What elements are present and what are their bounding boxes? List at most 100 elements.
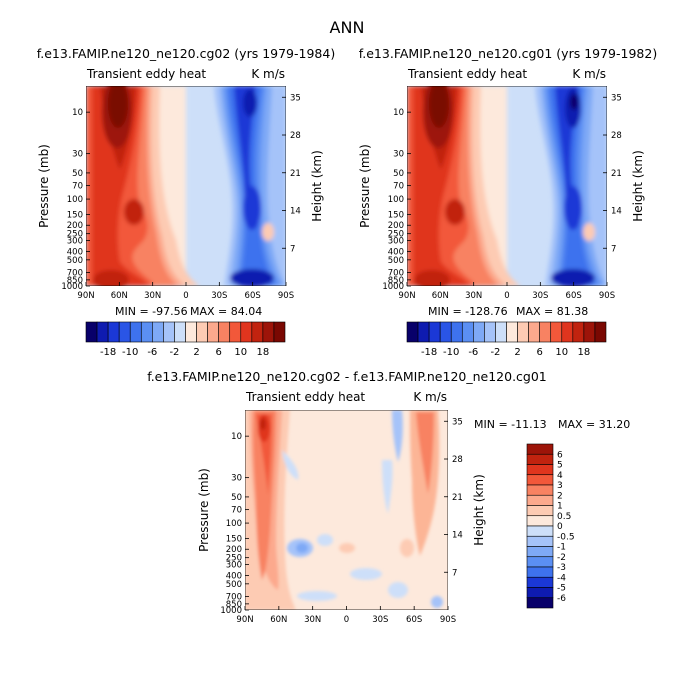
y-tick-label: 250 bbox=[388, 230, 404, 240]
y-tick-label: 100 bbox=[388, 195, 404, 205]
x-tick-label: 0 bbox=[504, 291, 509, 301]
panel-title: f.e13.FAMIP.ne120_ne120.cg01 (yrs 1979-1… bbox=[359, 46, 657, 61]
y-tick-label: 400 bbox=[226, 571, 242, 581]
colorbar-box bbox=[526, 587, 554, 599]
colorbar-box bbox=[572, 321, 585, 343]
max-value: MAX = 81.38 bbox=[516, 305, 588, 318]
panel-title: f.e13.FAMIP.ne120_ne120.cg02 - f.e13.FAM… bbox=[147, 369, 547, 384]
colorbar-label: 1 bbox=[557, 502, 563, 512]
colorbar-label: 3 bbox=[557, 481, 563, 491]
y-tick-label: 50 bbox=[393, 169, 404, 179]
x-tick-label: 60N bbox=[270, 615, 287, 625]
y-tick-label: 30 bbox=[231, 474, 242, 484]
panel-title: f.e13.FAMIP.ne120_ne120.cg02 (yrs 1979-1… bbox=[37, 46, 335, 61]
x-tick-label: 90S bbox=[278, 291, 294, 301]
colorbar-box bbox=[140, 321, 153, 343]
max-value: MAX = 31.20 bbox=[558, 418, 630, 431]
height-tick-label: 7 bbox=[452, 568, 457, 578]
colorbar-label: 6 bbox=[215, 347, 221, 358]
y-tick-label: 1000 bbox=[382, 282, 404, 292]
colorbar-label: 4 bbox=[557, 471, 563, 481]
y-tick-label: 400 bbox=[388, 247, 404, 257]
colorbar-box bbox=[594, 321, 607, 343]
height-axis-label: Height (km) bbox=[472, 474, 486, 545]
colorbar-label: -18 bbox=[100, 347, 116, 358]
colorbar-label: -1 bbox=[557, 543, 566, 553]
colorbar-box bbox=[526, 494, 554, 506]
y-tick-label: 70 bbox=[231, 506, 242, 516]
colorbar-box bbox=[506, 321, 518, 343]
colorbar-label: -3 bbox=[557, 563, 566, 573]
colorbar-box bbox=[450, 321, 463, 343]
y-tick-label: 30 bbox=[393, 150, 404, 160]
height-tick-label: 14 bbox=[452, 531, 463, 541]
height-tick-label: 21 bbox=[290, 169, 301, 179]
colorbar-box bbox=[526, 464, 554, 476]
colorbar-label: -6 bbox=[147, 347, 157, 358]
colorbar-box bbox=[526, 443, 554, 455]
height-tick-label: 28 bbox=[611, 131, 622, 141]
colorbar-box bbox=[85, 321, 98, 343]
y-tick-label: 100 bbox=[226, 519, 242, 529]
colorbar-box bbox=[526, 453, 554, 465]
x-tick-label: 30S bbox=[532, 291, 548, 301]
height-tick-label: 28 bbox=[290, 131, 301, 141]
y-axis-ticks: 1030507010015020025030040050070085010003… bbox=[61, 93, 300, 301]
y-tick-label: 200 bbox=[388, 221, 404, 231]
colorbar-box bbox=[417, 321, 430, 343]
y-tick-label: 100 bbox=[67, 195, 83, 205]
colorbar-box bbox=[484, 321, 496, 343]
pressure-axis-label: Pressure (mb) bbox=[37, 144, 51, 228]
panel-difference: f.e13.FAMIP.ne120_ne120.cg02 - f.e13.FAM… bbox=[147, 369, 630, 625]
y-tick-label: 10 bbox=[231, 432, 242, 442]
y-tick-label: 850 bbox=[388, 276, 404, 286]
y-tick-label: 500 bbox=[226, 580, 242, 590]
colorbar-label: -2 bbox=[557, 553, 566, 563]
y-tick-label: 1000 bbox=[61, 282, 83, 292]
y-tick-label: 300 bbox=[388, 237, 404, 247]
colorbar-box bbox=[174, 321, 186, 343]
y-tick-label: 500 bbox=[388, 256, 404, 266]
colorbar-box bbox=[129, 321, 142, 343]
colorbar-label: 18 bbox=[257, 347, 270, 358]
x-tick-label: 0 bbox=[183, 291, 188, 301]
max-value: MAX = 84.04 bbox=[190, 305, 262, 318]
y-tick-label: 700 bbox=[388, 269, 404, 279]
colorbar-box bbox=[526, 566, 554, 578]
colorbar-label: -10 bbox=[443, 347, 459, 358]
colorbar-box bbox=[526, 484, 554, 496]
y-tick-label: 150 bbox=[388, 210, 404, 220]
colorbar-label: 6 bbox=[557, 450, 563, 460]
colorbar-box bbox=[539, 321, 552, 343]
y-tick-label: 300 bbox=[67, 237, 83, 247]
colorbar-box bbox=[439, 321, 452, 343]
colorbar-box bbox=[207, 321, 219, 343]
variable-label: Transient eddy heat bbox=[407, 67, 527, 81]
colorbar-label: -18 bbox=[421, 347, 437, 358]
y-tick-label: 850 bbox=[67, 276, 83, 286]
contour-field bbox=[245, 410, 448, 610]
y-tick-label: 10 bbox=[72, 108, 83, 118]
colorbar-box bbox=[262, 321, 275, 343]
colorbar-box bbox=[218, 321, 231, 343]
y-tick-label: 850 bbox=[226, 600, 242, 610]
x-tick-label: 60N bbox=[111, 291, 128, 301]
pressure-axis-label: Pressure (mb) bbox=[358, 144, 372, 228]
x-tick-label: 60S bbox=[245, 291, 261, 301]
height-tick-label: 14 bbox=[290, 207, 301, 217]
colorbar-box bbox=[118, 321, 131, 343]
colorbar-box bbox=[550, 321, 563, 343]
height-axis-label: Height (km) bbox=[310, 150, 324, 221]
y-axis-ticks: 1030507010015020025030040050070085010003… bbox=[382, 93, 621, 301]
colorbar-box bbox=[461, 321, 474, 343]
y-tick-label: 30 bbox=[72, 150, 83, 160]
panel-cg02: f.e13.FAMIP.ne120_ne120.cg02 (yrs 1979-1… bbox=[37, 46, 335, 358]
colorbar-box bbox=[561, 321, 574, 343]
colorbar-box bbox=[251, 321, 264, 343]
colorbar-box bbox=[495, 321, 507, 343]
height-tick-label: 21 bbox=[611, 169, 622, 179]
colorbar-box bbox=[526, 556, 554, 568]
height-tick-label: 35 bbox=[290, 93, 301, 103]
x-tick-label: 30N bbox=[465, 291, 482, 301]
colorbar-box bbox=[185, 321, 197, 343]
